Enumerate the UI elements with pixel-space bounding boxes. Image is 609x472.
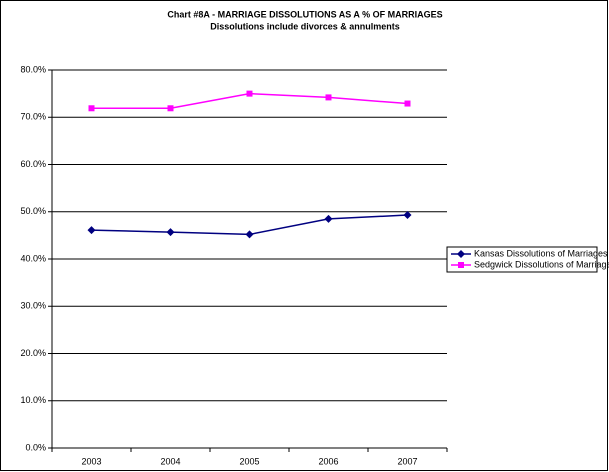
legend-label: Kansas Dissolutions of Marriages (474, 248, 608, 258)
marker (404, 100, 411, 107)
y-tick-label: 10.0% (20, 395, 46, 405)
marker (88, 105, 95, 112)
marker (246, 90, 253, 97)
marker (403, 211, 412, 220)
chart-subtitle: Dissolutions include divorces & annulmen… (210, 21, 400, 31)
x-tick-label: 2006 (318, 456, 338, 466)
x-tick-label: 2004 (160, 456, 180, 466)
marker (167, 105, 174, 112)
y-tick-label: 70.0% (20, 112, 46, 122)
x-tick-label: 2003 (81, 456, 101, 466)
x-tick-label: 2005 (239, 456, 259, 466)
marker (245, 230, 254, 239)
legend-label: Sedgwick Dissolutions of Marriages (474, 259, 609, 269)
marker (166, 228, 175, 237)
y-tick-label: 60.0% (20, 159, 46, 169)
marker (325, 94, 332, 101)
y-tick-label: 80.0% (20, 64, 46, 74)
marker (324, 214, 333, 223)
x-tick-label: 2007 (397, 456, 417, 466)
y-tick-label: 0.0% (25, 442, 46, 452)
chart-title: Chart #8A - MARRIAGE DISSOLUTIONS AS A %… (167, 9, 442, 19)
legend-box (446, 246, 598, 273)
y-tick-label: 50.0% (20, 206, 46, 216)
legend-marker (457, 250, 465, 258)
legend-marker (458, 262, 464, 268)
y-tick-label: 30.0% (20, 301, 46, 311)
y-tick-label: 40.0% (20, 253, 46, 263)
y-tick-label: 20.0% (20, 348, 46, 358)
marker (87, 226, 96, 235)
